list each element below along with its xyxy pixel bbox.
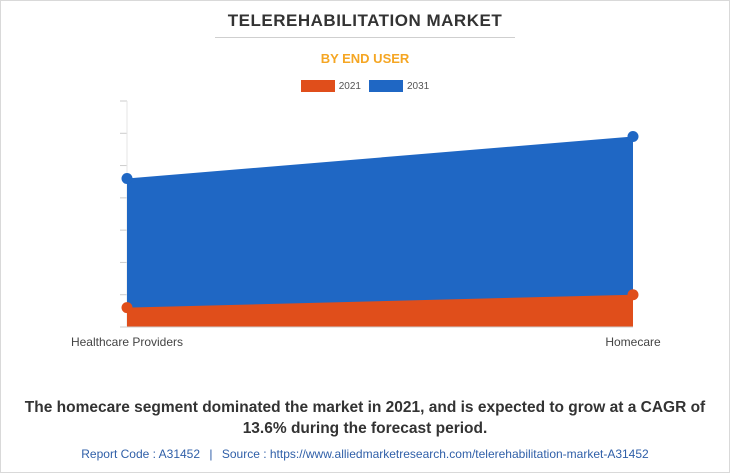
x-tick-label: Healthcare Providers xyxy=(71,335,183,349)
legend: 2021 2031 xyxy=(0,80,730,92)
x-tick-label: Homecare xyxy=(605,335,661,349)
chart-caption: The homecare segment dominated the marke… xyxy=(24,399,706,437)
source-link[interactable]: Source : https://www.alliedmarketresearc… xyxy=(221,447,649,461)
legend-item-2031[interactable]: 2031 xyxy=(369,80,429,92)
area-2031 xyxy=(127,136,633,327)
legend-label-2031: 2031 xyxy=(407,80,430,92)
footer: Report Code : A31452 | Source : https://… xyxy=(0,447,730,461)
point-2021-1 xyxy=(627,289,639,301)
point-2031-0 xyxy=(121,172,133,184)
legend-swatch-2021 xyxy=(300,80,335,92)
legend-label-2021: 2021 xyxy=(338,80,361,92)
footer-separator: | xyxy=(209,447,213,461)
area-2021 xyxy=(127,294,633,327)
chart-title: TELEREHABILITATION MARKET xyxy=(227,11,503,30)
title-divider xyxy=(215,37,515,38)
legend-swatch-2031 xyxy=(369,80,403,92)
chart-subtitle: BY END USER xyxy=(320,51,410,66)
point-2031-1 xyxy=(627,131,639,143)
point-2021-0 xyxy=(121,302,133,314)
legend-item-2021[interactable]: 2021 xyxy=(300,80,361,92)
report-code: Report Code : A31452 xyxy=(81,447,201,461)
